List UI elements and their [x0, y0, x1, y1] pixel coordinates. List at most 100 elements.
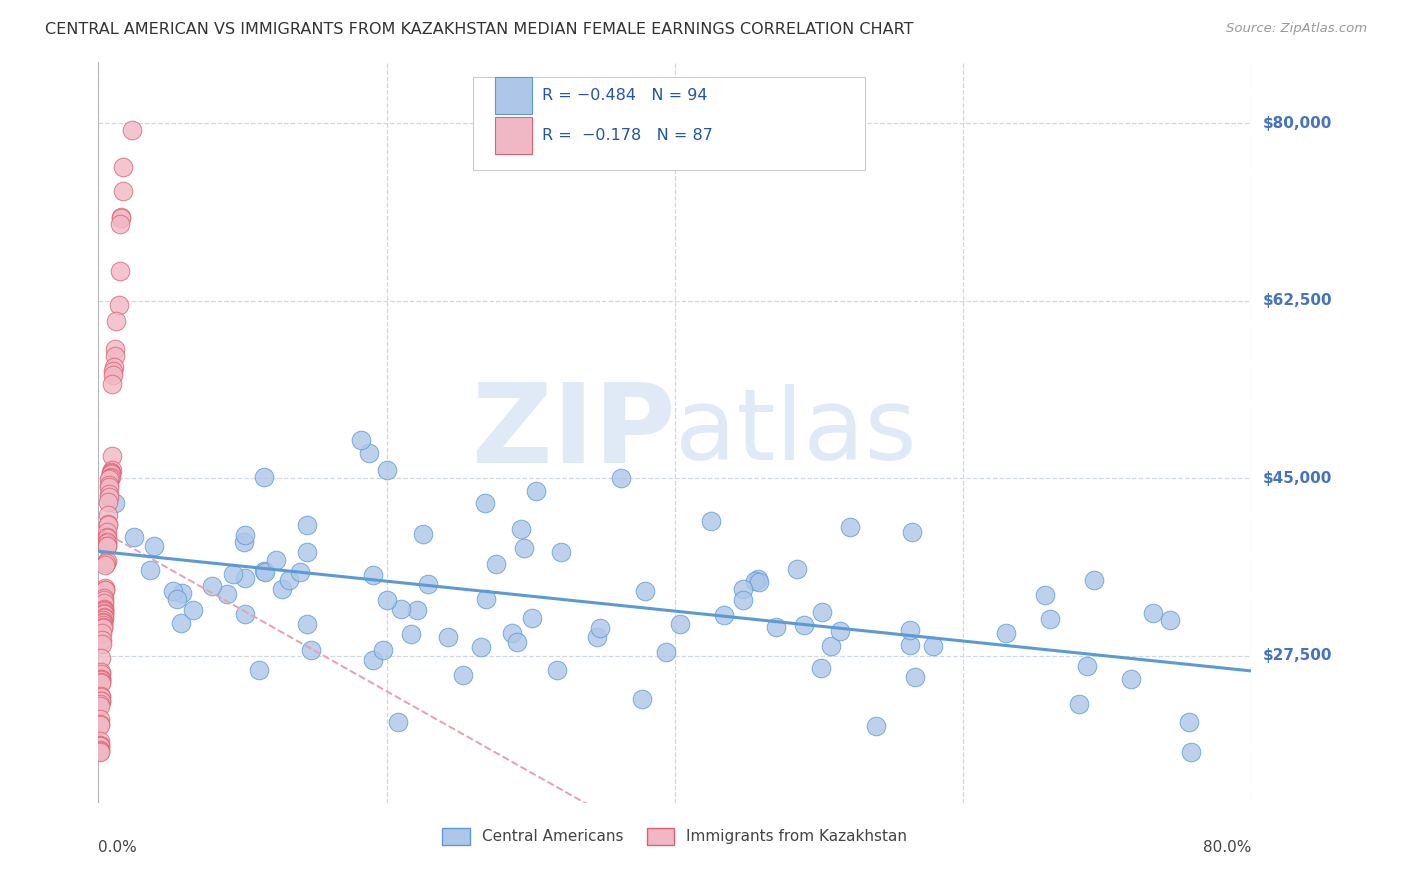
Point [90, 694, 112, 708]
Point [371, 643, 394, 657]
Point [97, 518, 120, 533]
Point [124, 530, 146, 544]
Text: $27,500: $27,500 [1263, 648, 1331, 664]
Point [271, 582, 294, 597]
Point [111, 184, 134, 198]
Point [290, 565, 312, 579]
Text: 80.0%: 80.0% [1204, 840, 1251, 855]
Point [94, 556, 117, 570]
Point [389, 602, 412, 616]
Point [359, 446, 381, 460]
Point [97, 487, 120, 501]
Point [451, 668, 474, 682]
Point [793, 618, 815, 632]
Point [585, 630, 607, 644]
Point [217, 587, 239, 601]
Point [700, 514, 723, 528]
FancyBboxPatch shape [495, 77, 531, 114]
Point [93, 606, 115, 620]
Point [98, 480, 121, 494]
Point [108, 264, 131, 278]
Text: R =  −0.178   N = 87: R = −0.178 N = 87 [543, 128, 713, 143]
Point [501, 625, 523, 640]
Point [89, 744, 111, 758]
Point [101, 449, 124, 463]
Point [520, 611, 543, 625]
Point [253, 470, 276, 484]
Point [111, 161, 134, 175]
Point [91, 618, 114, 632]
Point [634, 584, 657, 599]
Point [731, 593, 754, 607]
Point [89, 716, 111, 731]
Point [89, 739, 111, 753]
Point [610, 471, 633, 485]
Point [898, 638, 921, 652]
Point [143, 539, 166, 553]
Point [101, 377, 124, 392]
Point [513, 541, 536, 555]
Point [93, 611, 115, 625]
Point [90, 666, 112, 681]
Point [90, 651, 112, 665]
Point [524, 483, 547, 498]
Point [201, 579, 224, 593]
Point [820, 639, 842, 653]
Point [170, 616, 193, 631]
Point [485, 557, 508, 571]
Point [406, 603, 429, 617]
Point [166, 591, 188, 606]
Point [93, 582, 115, 597]
Point [401, 627, 423, 641]
Point [97, 495, 120, 509]
Point [104, 314, 127, 328]
Point [475, 592, 498, 607]
Point [765, 620, 787, 634]
Point [93, 583, 115, 598]
Point [437, 630, 460, 644]
Point [139, 563, 162, 577]
Point [90, 637, 112, 651]
Point [90, 626, 112, 640]
Text: CENTRAL AMERICAN VS IMMIGRANTS FROM KAZAKHSTAN MEDIAN FEMALE EARNINGS CORRELATIO: CENTRAL AMERICAN VS IMMIGRANTS FROM KAZA… [45, 22, 914, 37]
FancyBboxPatch shape [495, 117, 531, 154]
Point [100, 463, 122, 477]
Point [101, 368, 124, 382]
Point [172, 586, 194, 600]
Point [669, 616, 692, 631]
Point [100, 466, 122, 480]
Point [96, 534, 118, 549]
Point [90, 673, 112, 687]
FancyBboxPatch shape [472, 78, 865, 169]
Point [509, 522, 531, 536]
Point [91, 615, 114, 629]
Point [97, 517, 120, 532]
Point [90, 690, 112, 705]
Point [1159, 613, 1181, 627]
Point [91, 621, 114, 635]
Point [96, 536, 118, 550]
Point [1038, 612, 1060, 626]
Point [93, 603, 115, 617]
Point [375, 463, 398, 477]
Point [96, 539, 118, 553]
Point [247, 663, 270, 677]
Point [361, 653, 384, 667]
Point [100, 470, 122, 484]
Point [90, 633, 112, 648]
Point [713, 608, 735, 623]
Point [361, 568, 384, 582]
Point [93, 591, 115, 605]
Text: $80,000: $80,000 [1263, 116, 1331, 131]
Point [100, 465, 122, 479]
Point [89, 745, 111, 759]
Point [474, 496, 496, 510]
Point [89, 739, 111, 753]
Point [222, 567, 245, 582]
Point [733, 582, 755, 597]
Point [93, 596, 115, 610]
Point [589, 621, 612, 635]
Point [110, 211, 132, 226]
Point [96, 524, 118, 539]
Point [904, 670, 927, 684]
